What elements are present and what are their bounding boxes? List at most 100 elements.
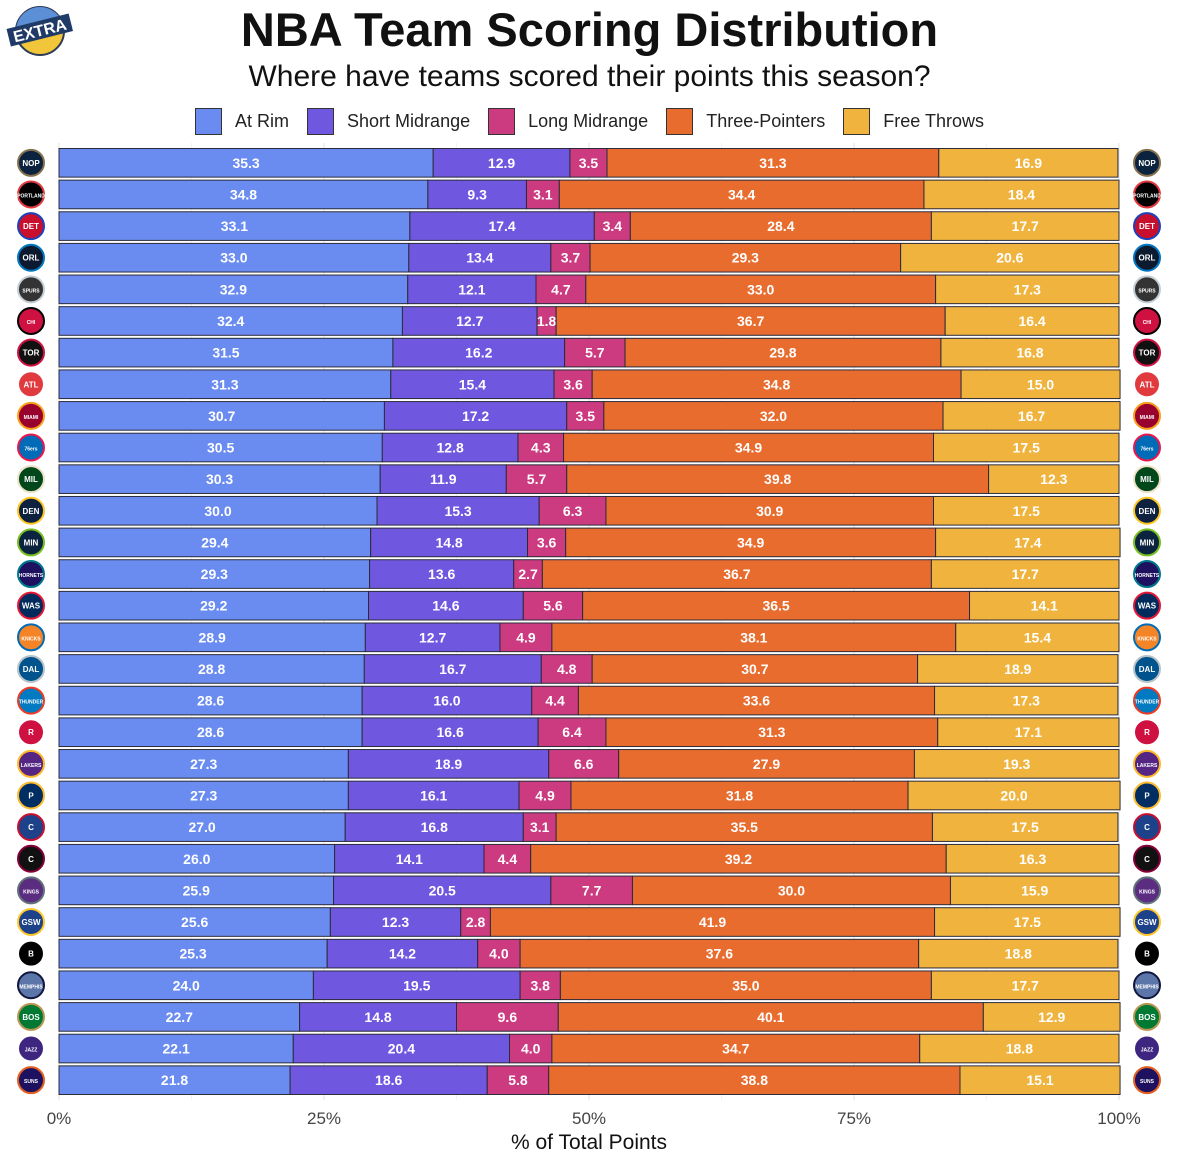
bar-value-label: 28.8 (198, 661, 225, 677)
team-logo-text: C (1144, 823, 1150, 832)
bar-segment-three-pointers (565, 527, 937, 558)
bar-value-label: 27.9 (753, 756, 780, 772)
bar-value-label: 25.9 (183, 882, 210, 898)
bar-segment-short-midrange (376, 495, 540, 526)
bar-value-label: 3.5 (576, 408, 596, 424)
bar-segment-free-throws (940, 337, 1120, 368)
bar-value-label: 31.5 (212, 345, 239, 361)
bar-row-denver-nuggets: 30.0 15.3 6.3 30.9 17.5 (58, 495, 1120, 526)
bar-value-label: 4.7 (551, 281, 571, 297)
bar-segment-free-throws (969, 590, 1120, 621)
bar-segment-long-midrange (518, 780, 572, 811)
team-logo-text: LAKERS (21, 763, 42, 769)
team-logo-text: KINGS (1139, 889, 1156, 895)
bar-value-label: 3.4 (603, 218, 623, 234)
bar-segment-free-throws (934, 685, 1119, 716)
team-logo-text: PORTLAND (1133, 193, 1161, 199)
bar-segment-free-throws (923, 179, 1120, 210)
bar-value-label: 17.7 (1012, 218, 1039, 234)
bar-value-label: 14.2 (389, 946, 416, 962)
team-logo-text: MIAMI (24, 415, 39, 421)
bar-row-san-antonio-spurs: 32.9 12.1 4.7 33.0 17.3 (58, 274, 1120, 305)
bar-value-label: 12.7 (419, 629, 446, 645)
bar-segment-three-pointers (563, 432, 934, 463)
team-logo-text: SPURS (22, 288, 40, 294)
bar-value-label: 34.8 (230, 186, 257, 202)
bar-row-washington-wizards: 29.2 14.6 5.6 36.5 14.1 (58, 590, 1120, 621)
team-logo-sas-icon: SPURS (17, 275, 45, 304)
bar-segment-free-throws (959, 1065, 1121, 1096)
bar-value-label: 3.1 (530, 819, 550, 835)
bar-segment-long-midrange (550, 875, 633, 906)
bar-value-label: 20.4 (388, 1041, 415, 1057)
x-tick-label: 0% (47, 1109, 72, 1128)
bar-segment-free-throws (960, 369, 1121, 400)
bar-row-cleveland-cavaliers: 26.0 14.1 4.4 39.2 16.3 (58, 843, 1120, 874)
bar-segment-free-throws (930, 559, 1120, 589)
bar-segment-at-rim (58, 590, 370, 621)
team-logo-okc-icon: THUNDER (1133, 686, 1161, 715)
legend-swatch-free-throws (843, 108, 871, 135)
team-logo-text: MEMPHIS (1135, 984, 1159, 990)
bar-value-label: 1.8 (537, 313, 557, 329)
bar-value-label: 12.3 (382, 914, 409, 930)
bar-segment-free-throws (933, 432, 1120, 463)
legend-swatch-long-midrange (488, 108, 516, 135)
bar-value-label: 32.0 (760, 408, 787, 424)
bar-segment-long-midrange (460, 907, 491, 937)
team-logo-text: ORL (1139, 254, 1156, 263)
bar-value-label: 36.7 (737, 313, 764, 329)
bar-segment-free-throws (949, 875, 1120, 906)
team-logo-text: KNICKS (1137, 636, 1157, 642)
bar-value-label: 28.4 (767, 218, 794, 234)
bar-value-label: 31.3 (759, 155, 786, 171)
bar-segment-at-rim (58, 938, 328, 969)
bar-segment-at-rim (58, 970, 314, 1001)
team-logo-sac-icon: KINGS (17, 876, 45, 905)
bar-segment-long-midrange (456, 1002, 559, 1032)
team-logo-mem-icon: MEMPHIS (17, 971, 45, 1000)
bar-segment-free-throws (938, 148, 1119, 178)
bar-segment-free-throws (913, 749, 1120, 779)
bar-segment-long-midrange (537, 717, 607, 748)
bar-value-label: 33.6 (743, 693, 770, 709)
bar-value-label: 29.3 (732, 250, 759, 266)
bar-segment-free-throws (935, 274, 1120, 305)
team-logo-det-icon: DET (17, 212, 45, 241)
bar-segment-free-throws (919, 1033, 1120, 1064)
bar-row-memphis-grizzlies: 24.0 19.5 3.8 35.0 17.7 (58, 970, 1120, 1001)
bar-value-label: 31.3 (211, 376, 238, 392)
team-logo-mia-icon: MIAMI (17, 401, 45, 430)
team-logo-atl-icon: ATL (17, 370, 45, 399)
team-logo-text: GSW (1137, 918, 1157, 927)
team-logo-text: 76ers (1140, 447, 1153, 453)
bar-segment-free-throws (918, 938, 1119, 969)
team-logo-nyk-icon: KNICKS (1133, 623, 1161, 652)
bar-segment-short-midrange (289, 1065, 488, 1096)
team-logo-por-icon: PORTLAND (17, 180, 45, 209)
bar-segment-free-throws (930, 970, 1120, 1001)
team-logo-text: B (28, 950, 34, 959)
bar-segment-at-rim (58, 179, 429, 210)
bar-value-label: 30.7 (208, 408, 235, 424)
bar-value-label: 17.3 (1014, 281, 1041, 297)
team-logo-lac-icon: C (1133, 813, 1161, 842)
team-logo-text: DAL (23, 665, 40, 674)
team-logo-text: WAS (22, 602, 41, 611)
x-tick-label: 75% (837, 1109, 871, 1128)
bar-value-label: 39.8 (764, 471, 791, 487)
bar-segment-long-midrange (517, 432, 565, 463)
bar-value-label: 16.1 (420, 787, 447, 803)
bar-segment-at-rim (58, 654, 365, 684)
bar-value-label: 16.0 (433, 693, 460, 709)
bar-value-label: 25.6 (181, 914, 208, 930)
bar-value-label: 18.9 (435, 756, 462, 772)
team-logo-text: R (1144, 728, 1150, 737)
bar-segment-free-throws (955, 622, 1120, 653)
bar-value-label: 15.1 (1026, 1072, 1053, 1088)
bar-segment-free-throws (937, 717, 1120, 748)
x-tick-label: 50% (572, 1109, 606, 1128)
team-logo-den-icon: DEN (1133, 496, 1161, 525)
bar-row-milwaukee-bucks: 30.3 11.9 5.7 39.8 12.3 (58, 464, 1120, 494)
bar-value-label: 7.7 (582, 882, 602, 898)
